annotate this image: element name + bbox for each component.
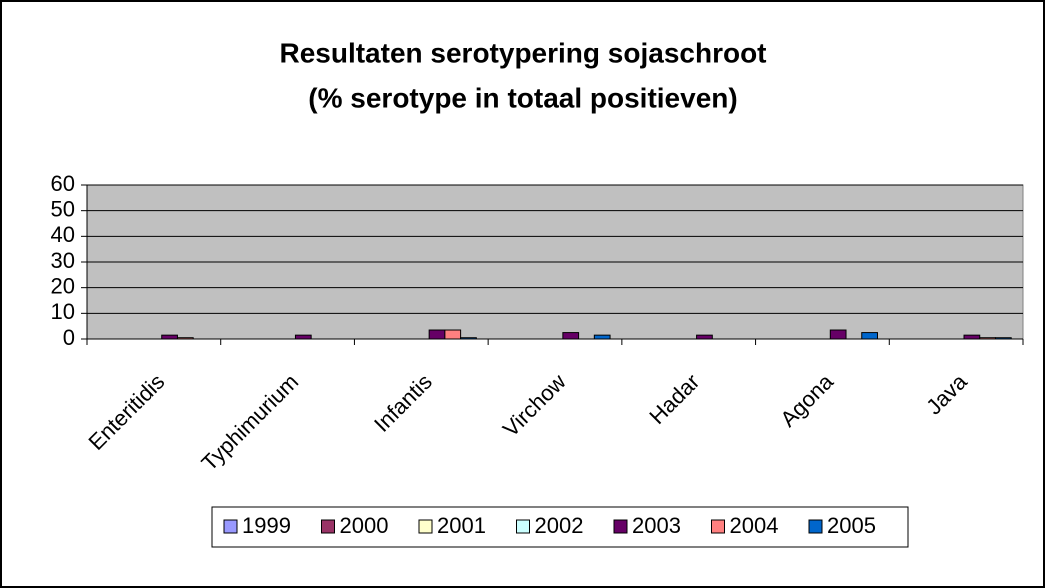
bar (294, 334, 312, 340)
legend-swatch (516, 519, 530, 534)
y-tick-label: 30 (51, 248, 75, 273)
y-tick-label: 20 (51, 273, 75, 298)
bar (176, 337, 194, 340)
bar (994, 337, 1012, 340)
y-tick-label: 0 (63, 325, 75, 350)
bar (593, 334, 611, 340)
bar (562, 332, 580, 340)
y-tick-label: 40 (51, 222, 75, 247)
chart-subtitle: (% serotype in totaal positieven) (308, 82, 737, 113)
bar (861, 332, 878, 340)
legend-swatch (613, 519, 628, 534)
bar (161, 334, 178, 340)
legend-swatch (808, 519, 823, 534)
bar (428, 329, 446, 340)
legend-swatch (223, 519, 238, 534)
bar (696, 334, 713, 340)
y-tick-label: 60 (51, 171, 75, 196)
legend-label: 2003 (632, 513, 681, 538)
chart-title: Resultaten serotypering sojaschroot (279, 37, 766, 68)
legend-label: 2004 (730, 513, 779, 538)
legend-label: 2002 (535, 513, 584, 538)
legend-label: 2005 (827, 513, 876, 538)
y-tick-label: 10 (51, 299, 75, 324)
bar (979, 337, 996, 340)
legend-label: 2000 (340, 513, 389, 538)
legend-swatch (711, 519, 725, 534)
bar (444, 329, 462, 340)
bar (829, 329, 847, 340)
y-tick-label: 50 (51, 196, 75, 221)
bar (963, 334, 981, 340)
legend-swatch (321, 519, 335, 534)
legend-label: 1999 (242, 513, 291, 538)
bar (460, 337, 477, 340)
legend-swatch (418, 519, 433, 534)
legend-label: 2001 (437, 513, 486, 538)
